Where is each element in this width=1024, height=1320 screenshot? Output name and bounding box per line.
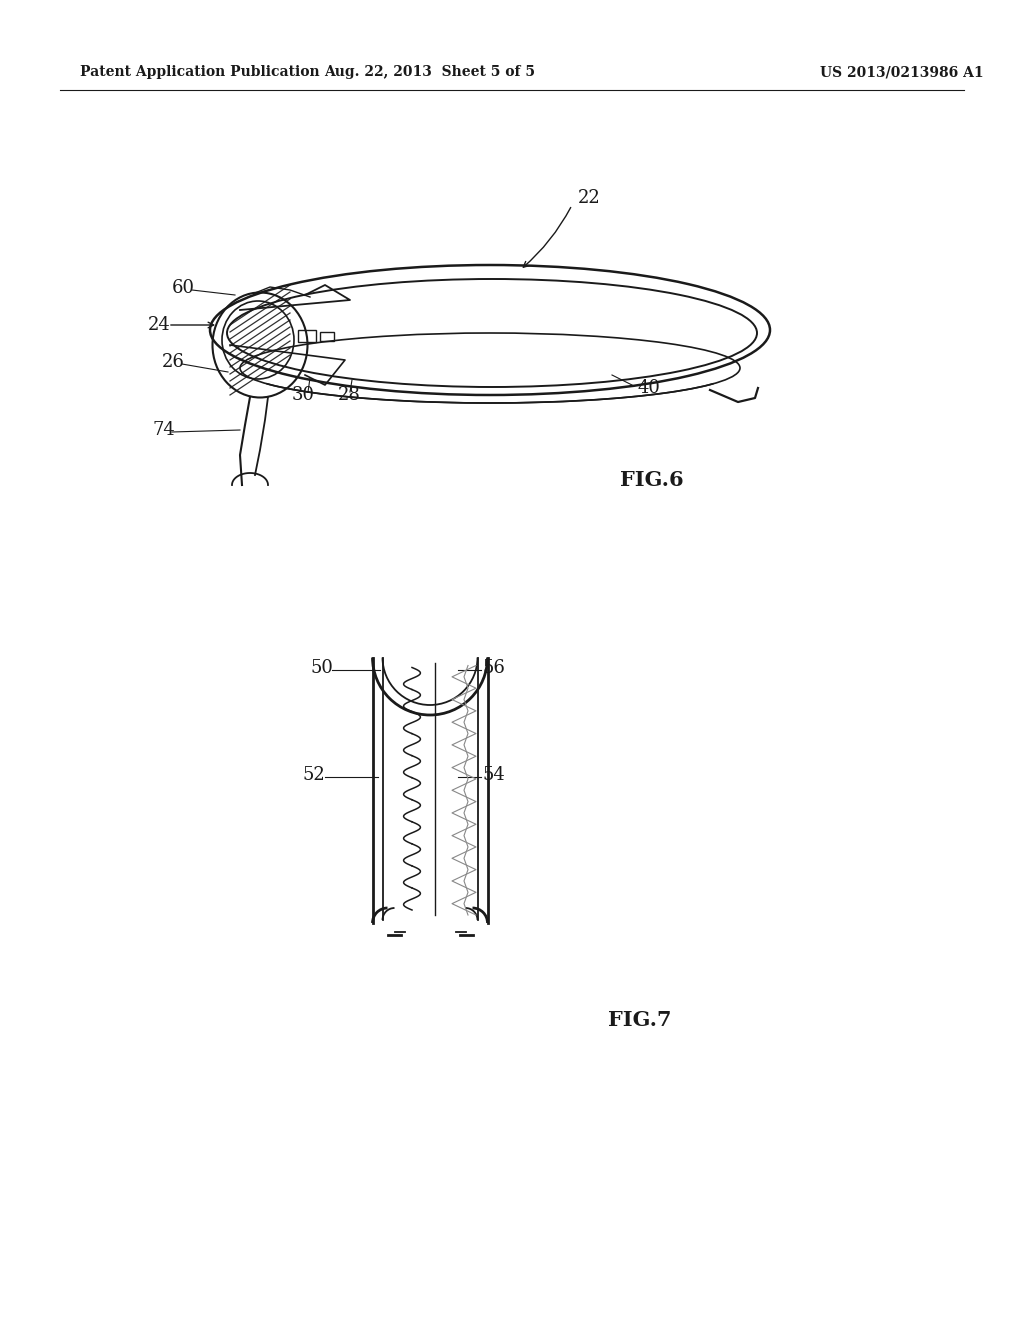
Text: 50: 50: [310, 659, 333, 677]
Bar: [319, 333, 334, 341]
Text: 52: 52: [302, 766, 325, 784]
Text: US 2013/0213986 A1: US 2013/0213986 A1: [820, 65, 984, 79]
Text: FIG.7: FIG.7: [608, 1010, 672, 1030]
Text: 54: 54: [482, 766, 505, 784]
Text: Aug. 22, 2013  Sheet 5 of 5: Aug. 22, 2013 Sheet 5 of 5: [325, 65, 536, 79]
Text: FIG.6: FIG.6: [620, 470, 684, 490]
Bar: [298, 330, 316, 342]
Text: 60: 60: [172, 279, 195, 297]
Text: 56: 56: [482, 659, 505, 677]
Text: 22: 22: [578, 189, 601, 207]
Text: Patent Application Publication: Patent Application Publication: [80, 65, 319, 79]
Text: 28: 28: [338, 385, 360, 404]
Text: 74: 74: [152, 421, 175, 440]
Text: 40: 40: [638, 379, 660, 397]
Text: 26: 26: [162, 352, 185, 371]
Text: 30: 30: [292, 385, 315, 404]
Text: 24: 24: [148, 315, 171, 334]
